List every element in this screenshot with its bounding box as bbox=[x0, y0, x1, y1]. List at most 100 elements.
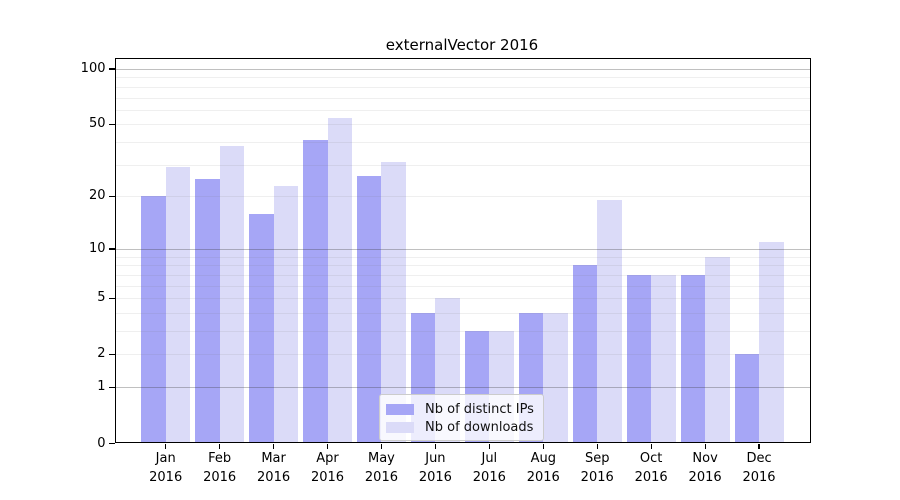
y-minor-gridline bbox=[114, 97, 811, 99]
x-tick-month: Jun bbox=[425, 451, 446, 466]
x-tick-year: 2016 bbox=[149, 469, 183, 485]
x-tick-mark bbox=[650, 443, 652, 449]
x-tick-label: Jan 2016 bbox=[138, 450, 194, 487]
x-tick-mark bbox=[704, 443, 706, 449]
x-tick-mark bbox=[219, 443, 221, 449]
x-tick-mark bbox=[596, 443, 598, 449]
x-tick-month: Feb bbox=[208, 451, 232, 466]
y-tick-mark bbox=[109, 353, 115, 355]
bar-distinct-ips-jan bbox=[141, 196, 166, 444]
y-tick-label: 5 bbox=[97, 290, 106, 306]
y-minor-gridline bbox=[114, 274, 811, 276]
y-tick-label: 100 bbox=[80, 60, 106, 76]
x-tick-year: 2016 bbox=[634, 469, 668, 485]
legend-swatch-icon bbox=[386, 421, 414, 433]
bar-downloads-oct bbox=[651, 274, 676, 444]
bar-downloads-sep bbox=[597, 200, 622, 444]
y-major-gridline bbox=[114, 387, 811, 389]
x-tick-month: Nov bbox=[692, 451, 718, 466]
x-tick-year: 2016 bbox=[310, 469, 345, 485]
bar-downloads-dec bbox=[759, 241, 784, 444]
x-tick-month: Jul bbox=[481, 451, 498, 466]
y-minor-gridline bbox=[114, 298, 811, 300]
x-tick-year: 2016 bbox=[526, 469, 560, 485]
x-tick-mark bbox=[434, 443, 436, 449]
legend-row: Nb of distinct IPs bbox=[386, 400, 537, 418]
x-tick-year: 2016 bbox=[472, 469, 506, 485]
x-tick-label: Jun 2016 bbox=[407, 450, 463, 487]
bar-downloads-feb bbox=[219, 146, 245, 444]
y-minor-gridline bbox=[114, 354, 811, 356]
y-minor-gridline bbox=[114, 77, 811, 79]
bar-downloads-aug bbox=[543, 312, 568, 444]
x-tick-month: Jan bbox=[155, 451, 176, 466]
y-minor-gridline bbox=[114, 265, 811, 267]
y-minor-gridline bbox=[114, 124, 811, 126]
y-minor-gridline bbox=[114, 285, 811, 287]
x-tick-year: 2016 bbox=[742, 469, 776, 485]
x-tick-mark bbox=[272, 443, 275, 449]
x-tick-month: Dec bbox=[746, 451, 772, 466]
x-tick-month: Apr bbox=[316, 451, 339, 466]
x-tick-mark bbox=[758, 443, 760, 449]
bar-distinct-ips-mar bbox=[249, 213, 274, 444]
x-tick-mark bbox=[165, 443, 167, 449]
x-tick-year: 2016 bbox=[418, 469, 452, 485]
x-tick-mark bbox=[542, 443, 544, 449]
y-minor-gridline bbox=[114, 109, 811, 111]
x-tick-mark bbox=[488, 443, 490, 449]
x-tick-label: May 2016 bbox=[353, 450, 409, 487]
x-tick-label: Sep 2016 bbox=[569, 450, 625, 487]
bar-distinct-ips-feb bbox=[195, 179, 220, 444]
x-tick-label: Jul 2016 bbox=[461, 450, 517, 487]
legend-row: Nb of downloads bbox=[386, 418, 537, 436]
bar-distinct-ips-oct bbox=[626, 274, 652, 444]
bar-distinct-ips-dec bbox=[734, 354, 760, 444]
y-tick-label: 20 bbox=[88, 188, 106, 204]
y-minor-gridline bbox=[114, 86, 811, 88]
axes-frame bbox=[114, 57, 811, 444]
y-minor-gridline bbox=[114, 196, 811, 198]
y-tick-mark bbox=[109, 297, 115, 299]
x-tick-year: 2016 bbox=[257, 469, 291, 485]
x-tick-year: 2016 bbox=[580, 469, 614, 485]
y-minor-gridline bbox=[114, 312, 811, 314]
x-tick-label: Oct 2016 bbox=[623, 450, 679, 487]
y-tick-label: 2 bbox=[97, 346, 106, 362]
bar-downloads-mar bbox=[273, 185, 299, 444]
x-tick-label: Dec 2016 bbox=[731, 450, 787, 487]
y-tick-label: 1 bbox=[97, 379, 106, 395]
bar-downloads-apr bbox=[327, 118, 353, 444]
x-tick-mark bbox=[326, 443, 329, 449]
x-tick-month: Oct bbox=[639, 451, 663, 466]
x-tick-label: Aug 2016 bbox=[515, 450, 571, 487]
x-tick-mark bbox=[380, 443, 383, 449]
x-tick-year: 2016 bbox=[364, 469, 398, 485]
x-tick-label: Mar 2016 bbox=[246, 450, 302, 487]
y-tick-mark bbox=[109, 123, 115, 126]
chart-title: externalVector 2016 bbox=[385, 36, 539, 54]
legend-label: Nb of distinct IPs bbox=[425, 401, 534, 417]
x-tick-month: Aug bbox=[530, 451, 556, 466]
bar-distinct-ips-apr bbox=[303, 140, 328, 444]
x-tick-label: Feb 2016 bbox=[192, 450, 248, 487]
bar-downloads-jan bbox=[165, 167, 191, 444]
y-tick-mark bbox=[109, 195, 115, 198]
y-tick-label: 10 bbox=[88, 240, 106, 256]
y-minor-gridline bbox=[114, 331, 811, 332]
x-tick-label: Apr 2016 bbox=[300, 450, 356, 487]
bar-distinct-ips-may bbox=[356, 176, 382, 444]
x-tick-month: Sep bbox=[584, 451, 610, 466]
x-tick-year: 2016 bbox=[688, 469, 722, 485]
bar-downloads-nov bbox=[705, 256, 730, 444]
x-tick-label: Nov 2016 bbox=[677, 450, 733, 487]
y-minor-gridline bbox=[114, 256, 811, 258]
y-major-gridline bbox=[114, 68, 811, 70]
bar-distinct-ips-nov bbox=[680, 274, 706, 444]
y-tick-mark bbox=[109, 68, 115, 70]
legend-swatch-icon bbox=[386, 403, 414, 415]
y-tick-label: 0 bbox=[97, 435, 106, 451]
y-tick-mark bbox=[109, 442, 115, 445]
bar-distinct-ips-sep bbox=[572, 265, 598, 444]
